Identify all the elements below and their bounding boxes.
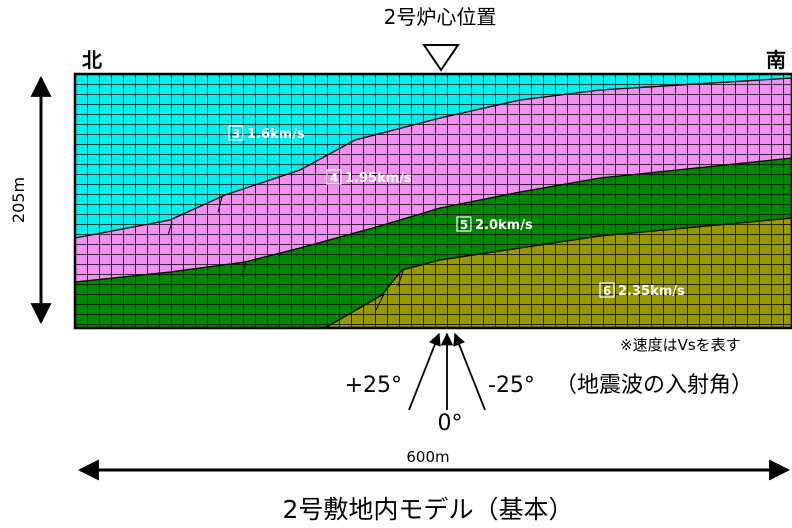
layer-4-velocity: 1.95km/s [345,171,412,186]
incidence-zero-label: 0° [438,411,463,436]
south-label: 南 [766,48,786,72]
layer-5-label: 5 2.0km/s [456,216,533,233]
incidence-minus-label: -25° [488,373,535,398]
layer-5-velocity: 2.0km/s [475,218,533,233]
boundary-5-6 [324,217,792,328]
boundary-4-5 [75,157,792,283]
layer-3-velocity: 1.6km/s [247,127,305,142]
fault-ticks [167,196,405,311]
geology-model [75,74,792,328]
diagram-title: 2号敷地内モデル（基本） [283,495,574,524]
reactor-position-marker [422,44,460,72]
layer-4-number: 4 [330,171,338,185]
layer-4-label: 4 1.95km/s [326,169,412,186]
incidence-caption: （地震波の入射角） [555,373,753,398]
layer-6-number: 6 [603,284,611,298]
layer-3-number: 3 [232,127,240,141]
layer-5-number: 5 [460,218,468,232]
width-label: 600m [406,448,449,466]
layer-3-label: 3 1.6km/s [228,125,305,142]
layer-6-velocity: 2.35km/s [618,284,685,299]
incidence-plus-label: +25° [345,373,402,398]
north-label: 北 [82,48,102,72]
reactor-position-label: 2号炉心位置 [384,5,497,29]
layer-6-label: 6 2.35km/s [599,282,685,299]
boundary-3-4 [75,77,792,239]
model-frame [73,72,792,330]
incidence-arrows [408,332,486,411]
velocity-note: ※速度はVsを表す [620,336,741,354]
mesh-upper [75,74,792,328]
depth-label: 205m [9,177,28,223]
